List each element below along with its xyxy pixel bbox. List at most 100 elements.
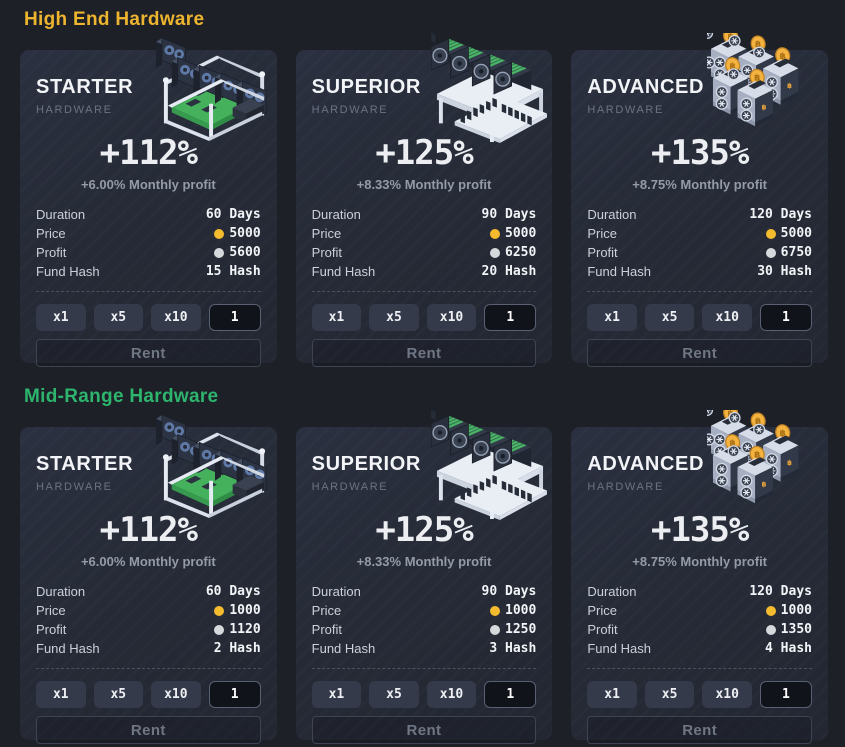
stat-value: 4 Hash <box>765 641 812 656</box>
dashed-divider <box>36 668 261 669</box>
silver-coin-icon <box>214 624 225 635</box>
hardware-card: ADVANCED HARDWARE +135% +8.75% Monthly p… <box>571 50 828 367</box>
stat-label: Duration <box>36 584 86 599</box>
gold-coin-icon <box>765 605 776 616</box>
card-title: STARTER <box>36 76 134 98</box>
qty-x10-button[interactable]: x10 <box>151 304 201 331</box>
qty-x10-button[interactable]: x10 <box>151 681 201 708</box>
rent-button[interactable]: Rent <box>587 716 812 744</box>
cards-row: STARTER HARDWARE +112% +6.00% Monthly pr… <box>20 427 828 744</box>
stat-label: Price <box>311 226 342 241</box>
qty-x10-button[interactable]: x10 <box>426 304 477 331</box>
stat-row-fund-hash: Fund Hash 20 Hash <box>312 262 537 281</box>
stat-value: 1000 <box>765 603 812 618</box>
roi-percent: +125% <box>375 510 473 550</box>
roi-percent: +112% <box>99 510 198 550</box>
qty-x10-button[interactable]: x10 <box>702 681 752 708</box>
stat-value: 1000 <box>490 603 536 618</box>
card-subtitle: HARDWARE <box>36 104 113 116</box>
monthly-profit: +8.75% Monthly profit <box>632 177 768 192</box>
stat-value: 2 Hash <box>213 641 261 656</box>
qty-x5-button[interactable]: x5 <box>369 304 419 331</box>
section-high-end: High End Hardware STARTER HARDWARE +112%… <box>20 9 828 367</box>
stat-row-fund-hash: Fund Hash 4 Hash <box>587 639 812 658</box>
roi-percent: +125% <box>375 133 473 173</box>
qty-x5-button[interactable]: x5 <box>93 681 144 708</box>
stat-row-price: Price 1000 <box>36 601 261 620</box>
qty-x1-button[interactable]: x1 <box>311 681 362 708</box>
stat-row-fund-hash: Fund Hash 3 Hash <box>312 639 537 658</box>
card-header: SUPERIOR HARDWARE <box>312 453 537 493</box>
stat-label: Fund Hash <box>311 264 376 279</box>
qty-x10-button[interactable]: x10 <box>426 681 477 708</box>
silver-coin-icon <box>765 624 776 635</box>
rent-button[interactable]: Rent <box>587 339 812 367</box>
stat-row-profit: Profit 5600 <box>36 243 261 262</box>
card-header: ADVANCED HARDWARE <box>587 76 812 116</box>
quantity-row: x1 x5 x10 <box>311 304 537 331</box>
qty-x1-button[interactable]: x1 <box>36 304 86 331</box>
stat-row-duration: Duration 60 Days <box>36 582 261 601</box>
card-title: ADVANCED <box>587 76 704 98</box>
monthly-profit: +8.33% Monthly profit <box>356 177 492 192</box>
stat-label: Fund Hash <box>311 641 376 656</box>
qty-x1-button[interactable]: x1 <box>587 681 637 708</box>
qty-x5-button[interactable]: x5 <box>93 304 144 331</box>
qty-input[interactable] <box>208 304 261 331</box>
dashed-divider <box>587 668 812 669</box>
qty-input[interactable] <box>759 681 812 708</box>
stats-list: Duration 90 Days Price 1000 Profit 1250 … <box>312 582 537 658</box>
stats-list: Duration 120 Days Price 5000 Profit 6750… <box>587 205 812 281</box>
qty-input[interactable] <box>484 681 537 708</box>
stat-value: 5000 <box>765 226 812 241</box>
stat-label: Price <box>587 226 617 241</box>
stat-row-price: Price 5000 <box>587 224 812 243</box>
silver-coin-icon <box>490 624 501 635</box>
gold-coin-icon <box>214 605 225 616</box>
stat-value: 15 Hash <box>205 264 261 279</box>
quantity-row: x1 x5 x10 <box>36 304 261 331</box>
qty-x5-button[interactable]: x5 <box>644 304 695 331</box>
stat-row-fund-hash: Fund Hash 15 Hash <box>36 262 261 281</box>
qty-x5-button[interactable]: x5 <box>644 681 695 708</box>
stat-row-fund-hash: Fund Hash 30 Hash <box>587 262 812 281</box>
rent-button[interactable]: Rent <box>311 339 537 367</box>
qty-x1-button[interactable]: x1 <box>311 304 362 331</box>
stat-value: 1000 <box>214 603 261 618</box>
stat-value: 6750 <box>765 245 812 260</box>
stat-row-price: Price 1000 <box>587 601 812 620</box>
card-subtitle: HARDWARE <box>587 104 664 116</box>
qty-x10-button[interactable]: x10 <box>702 304 752 331</box>
qty-x1-button[interactable]: x1 <box>587 304 637 331</box>
qty-x5-button[interactable]: x5 <box>369 681 419 708</box>
stats-list: Duration 90 Days Price 5000 Profit 6250 … <box>312 205 537 281</box>
hardware-card: ADVANCED HARDWARE +135% +8.75% Monthly p… <box>571 427 828 744</box>
qty-input[interactable] <box>484 304 537 331</box>
section-title-high-end: High End Hardware <box>24 9 205 30</box>
section-title-mid-range: Mid-Range Hardware <box>24 386 219 407</box>
stat-value: 3 Hash <box>489 641 537 656</box>
section-mid-range: Mid-Range Hardware STARTER HARDWARE +112… <box>20 386 828 744</box>
stat-row-profit: Profit 6750 <box>587 243 812 262</box>
stat-value: 1120 <box>214 622 261 637</box>
silver-coin-icon <box>765 247 776 258</box>
card-subtitle: HARDWARE <box>36 481 113 493</box>
stats-list: Duration 120 Days Price 1000 Profit 1350… <box>587 582 812 658</box>
qty-x1-button[interactable]: x1 <box>36 681 86 708</box>
monthly-profit: +6.00% Monthly profit <box>80 554 216 569</box>
qty-input[interactable] <box>208 681 261 708</box>
stat-label: Profit <box>311 245 342 260</box>
stat-label: Price <box>36 603 66 618</box>
rent-button[interactable]: Rent <box>36 339 261 367</box>
card-title: SUPERIOR <box>311 453 421 475</box>
stat-row-duration: Duration 90 Days <box>312 582 537 601</box>
stat-label: Profit <box>587 245 618 260</box>
rent-button[interactable]: Rent <box>36 716 261 744</box>
silver-coin-icon <box>214 247 225 258</box>
stat-row-price: Price 1000 <box>312 601 537 620</box>
rent-button[interactable]: Rent <box>311 716 537 744</box>
gold-coin-icon <box>490 228 501 239</box>
qty-input[interactable] <box>759 304 812 331</box>
monthly-profit: +8.75% Monthly profit <box>632 554 768 569</box>
